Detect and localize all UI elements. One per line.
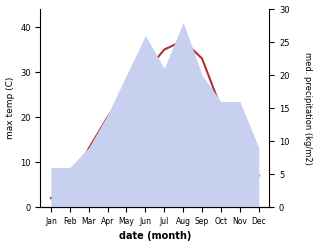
Y-axis label: med. precipitation (kg/m2): med. precipitation (kg/m2) — [303, 52, 313, 165]
X-axis label: date (month): date (month) — [119, 231, 191, 242]
Y-axis label: max temp (C): max temp (C) — [5, 77, 15, 139]
